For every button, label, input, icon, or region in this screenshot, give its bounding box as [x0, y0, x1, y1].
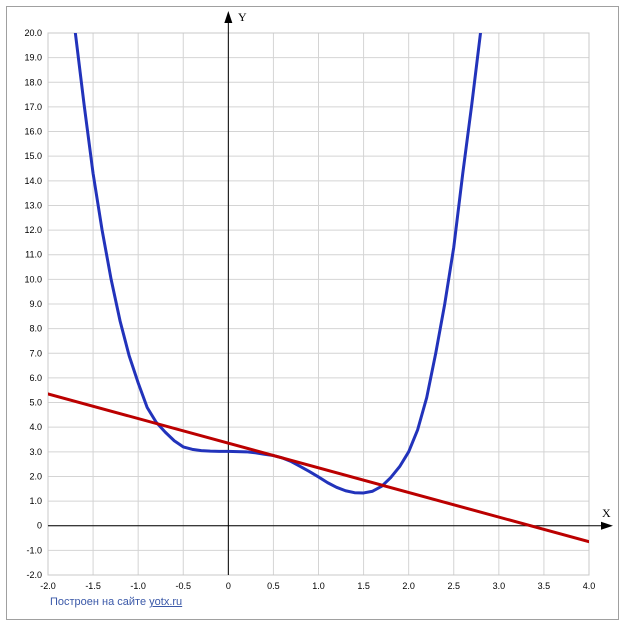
grid [47, 32, 590, 576]
y-tick-label: 19.0 [24, 53, 42, 63]
x-tick-label: 2.0 [402, 581, 415, 591]
y-tick-label: 15.0 [24, 151, 42, 161]
series-layer [48, 33, 589, 544]
curve-series [73, 33, 483, 495]
y-tick-label: -2.0 [26, 570, 42, 580]
x-tick-label: 0.5 [267, 581, 280, 591]
credit-link[interactable]: yotx.ru [149, 596, 183, 608]
tick-labels: -2.0 -1.5 -1.0 -0.5 0 0.5 1.0 1.5 2.0 2.5 3.0 3.5 4.… [24, 28, 595, 591]
x-tick-label: 4.0 [583, 581, 596, 591]
x-tick-label: -1.0 [130, 581, 146, 591]
y-tick-label: 14.0 [24, 176, 42, 186]
x-tick-label: 0 [226, 581, 231, 591]
x-tick-label: 2.5 [447, 581, 460, 591]
y-tick-label: 5.0 [29, 398, 42, 408]
y-tick-label: 6.0 [29, 373, 42, 383]
y-tick-label: -1.0 [26, 545, 42, 555]
y-axis-label: Y [238, 10, 247, 24]
x-axis-label: X [602, 506, 611, 520]
y-tick-label: 13.0 [24, 200, 42, 210]
y-tick-label: 18.0 [24, 77, 42, 87]
credit-line: Построен на сайте yotx.ru [50, 596, 182, 608]
y-tick-label: 9.0 [29, 299, 42, 309]
y-axis-arrow [224, 11, 233, 23]
x-tick-label: 3.0 [493, 581, 506, 591]
plot-border [47, 32, 590, 576]
x-tick-label: -2.0 [40, 581, 56, 591]
y-tick-label: 20.0 [24, 28, 42, 38]
y-tick-label: 1.0 [29, 496, 42, 506]
y-tick-label: 4.0 [29, 422, 42, 432]
y-tick-label: 8.0 [29, 324, 42, 334]
x-tick-label: -1.5 [85, 581, 101, 591]
y-tick-label: 2.0 [29, 471, 42, 481]
line-series [48, 392, 589, 544]
x-axis-arrow [601, 521, 613, 530]
x-tick-label: -0.5 [175, 581, 191, 591]
credit-prefix: Построен на сайте [50, 596, 150, 608]
y-tick-label: 12.0 [24, 225, 42, 235]
y-tick-label: 0 [37, 521, 42, 531]
y-tick-label: 7.0 [29, 348, 42, 358]
chart-frame [6, 6, 619, 620]
x-tick-label: 1.0 [312, 581, 325, 591]
axes [48, 11, 613, 575]
y-tick-label: 11.0 [25, 250, 42, 260]
y-tick-label: 10.0 [24, 274, 42, 284]
y-tick-label: 17.0 [24, 102, 42, 112]
x-tick-label: 1.5 [357, 581, 370, 591]
x-tick-label: 3.5 [538, 581, 551, 591]
y-tick-label: 16.0 [24, 127, 42, 137]
y-tick-label: 3.0 [29, 447, 42, 457]
